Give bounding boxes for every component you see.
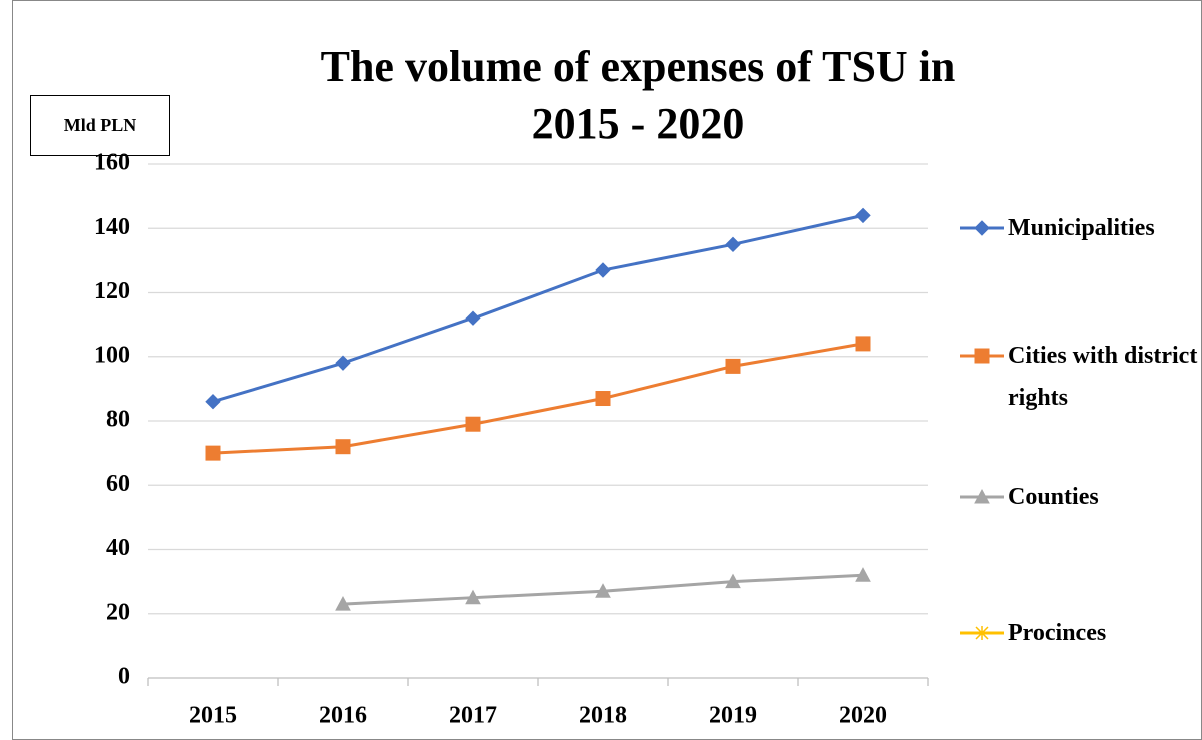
- data-point: [725, 236, 741, 253]
- y-tick-label: 20: [106, 599, 130, 625]
- x-tick-label: 2019: [709, 703, 757, 729]
- data-point: [725, 358, 741, 374]
- legend-marker: [974, 348, 990, 364]
- data-point: [855, 336, 871, 352]
- data-point: [465, 589, 481, 605]
- legend-entry: Municipalities: [1008, 215, 1155, 241]
- data-point: [335, 439, 351, 455]
- legend-entry: Cities with district rights: [1008, 343, 1198, 411]
- x-tick-label: 2016: [319, 703, 367, 729]
- x-tick-label: 2018: [579, 703, 627, 729]
- y-tick-label: 80: [106, 407, 130, 433]
- series-line: [212, 342, 864, 455]
- data-point: [205, 445, 221, 461]
- data-point: [855, 567, 871, 582]
- legend-marker: [974, 220, 990, 236]
- y-tick-label: 0: [118, 664, 130, 690]
- y-tick-label: 60: [106, 471, 130, 497]
- data-point: [725, 573, 741, 589]
- y-tick-label: 100: [94, 342, 130, 368]
- data-point: [465, 310, 481, 326]
- series-line: [212, 213, 864, 404]
- data-point: [335, 596, 351, 611]
- x-tick-label: 2017: [449, 703, 497, 729]
- y-tick-label: 140: [94, 214, 130, 240]
- data-point: [205, 394, 221, 410]
- data-point: [855, 207, 871, 224]
- legend-marker: [975, 626, 989, 640]
- legend-marker: [974, 488, 990, 504]
- y-tick-label: 40: [106, 535, 130, 561]
- data-point: [595, 391, 611, 407]
- legend-entry: Counties: [1008, 484, 1099, 510]
- x-tick-label: 2015: [189, 703, 237, 729]
- data-point: [595, 262, 611, 278]
- data-point: [595, 583, 611, 598]
- y-tick-label: 120: [94, 278, 130, 304]
- x-tick-label: 2020: [839, 703, 887, 729]
- data-point: [335, 355, 351, 371]
- legend-entry: Procinces: [1008, 620, 1107, 646]
- y-tick-label: 160: [94, 150, 130, 176]
- chart-title: The volume of expenses of TSU in 2015 - …: [320, 42, 956, 148]
- y-axis-label: Mld PLN: [30, 95, 170, 156]
- data-point: [465, 416, 481, 432]
